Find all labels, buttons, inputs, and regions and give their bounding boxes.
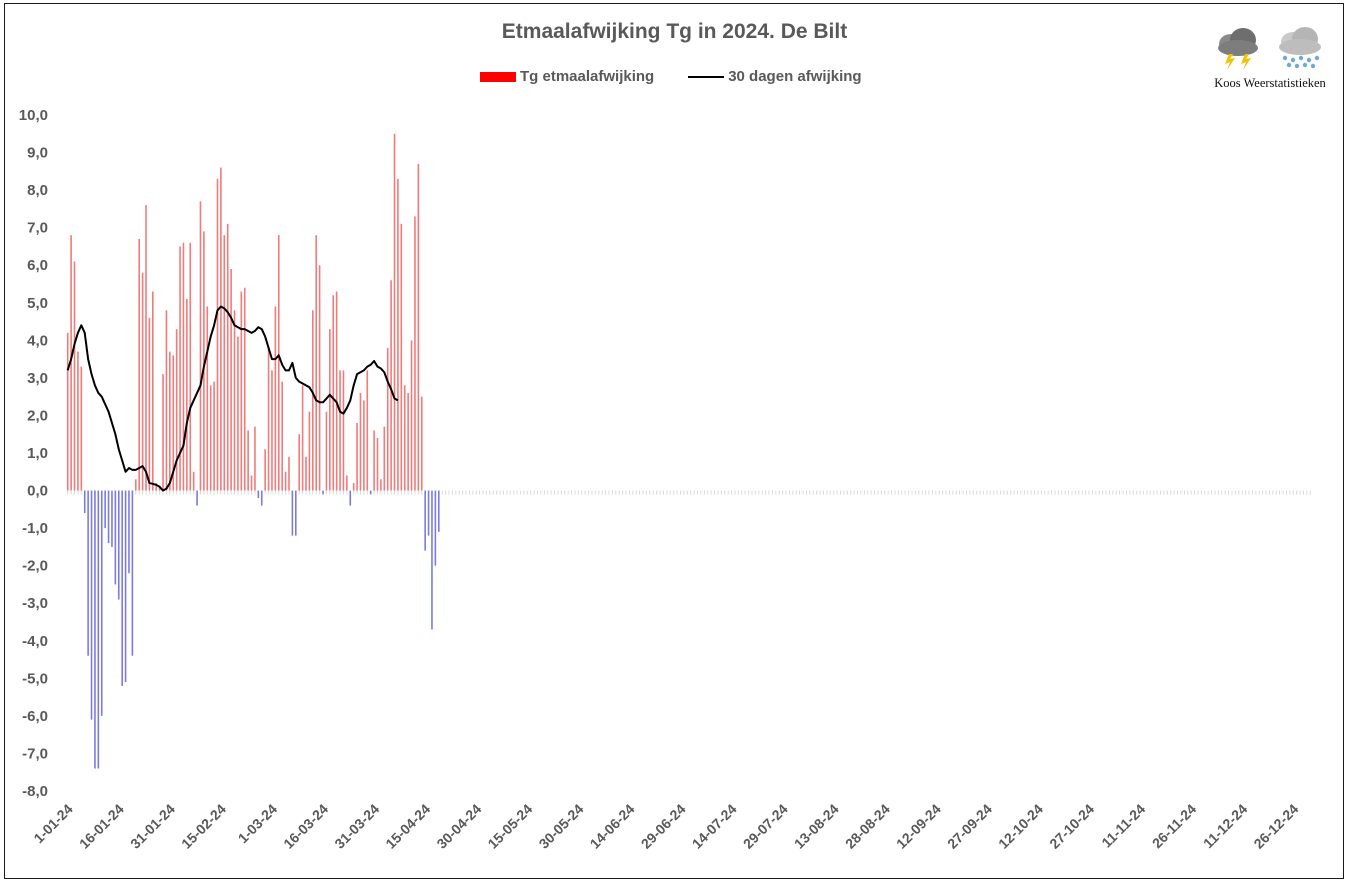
y-tick-label: -1,0 (22, 520, 48, 537)
line-30day-average (66, 305, 399, 492)
legend-label-30day: 30 dagen afwijking (728, 68, 862, 85)
y-tick-label: -2,0 (22, 558, 48, 575)
y-tick-label: 2,0 (27, 407, 48, 424)
x-tick-label: 1-03-24 (235, 801, 281, 847)
x-tick-label: 28-08-24 (842, 801, 893, 852)
x-tick-label: 29-07-24 (740, 801, 791, 852)
x-tick-label: 13-08-24 (791, 801, 842, 852)
legend-swatch-bar (480, 71, 516, 82)
x-tick-label: 30-05-24 (536, 801, 587, 852)
x-tick-label: 16-03-24 (280, 801, 331, 852)
x-tick-label: 15-04-24 (382, 801, 433, 852)
x-tick-label: 14-06-24 (587, 801, 638, 852)
x-tick-label: 30-04-24 (433, 801, 484, 852)
y-tick-label: 7,0 (27, 220, 48, 237)
legend-item-daily: Tg etmaalafwijking (480, 68, 654, 85)
x-tick-label: 11-12-24 (1200, 801, 1251, 852)
x-tick-label: 27-09-24 (944, 801, 995, 852)
x-tick-label: 27-10-24 (1046, 801, 1097, 852)
y-tick-label: 3,0 (27, 370, 48, 387)
y-tick-label: 9,0 (27, 145, 48, 162)
x-tick-label: 12-09-24 (893, 801, 944, 852)
y-tick-label: 8,0 (27, 182, 48, 199)
x-tick-label: 12-10-24 (995, 801, 1046, 852)
y-tick-label: -8,0 (22, 783, 48, 800)
legend-item-30day: 30 dagen afwijking (688, 68, 862, 85)
chart-title: Etmaalafwijking Tg in 2024. De Bilt (501, 20, 848, 43)
legend: Tg etmaalafwijking 30 dagen afwijking (480, 68, 896, 85)
x-tick-label: 26-12-24 (1250, 801, 1301, 852)
y-tick-label: -5,0 (22, 670, 48, 687)
x-tick-label: 15-02-24 (178, 801, 229, 852)
brand-logo: Koos Weerstatistieken (1200, 24, 1340, 91)
y-tick-label: 5,0 (27, 295, 48, 312)
y-tick-label: -7,0 (22, 745, 48, 762)
x-tick-label: 15-05-24 (484, 801, 535, 852)
y-tick-label: -6,0 (22, 708, 48, 725)
x-tick-label: 14-07-24 (689, 801, 740, 852)
y-tick-label: 1,0 (27, 445, 48, 462)
x-tick-label: 16-01-24 (76, 801, 127, 852)
thunderstorm-cloud-icon (1218, 28, 1258, 70)
y-tick-label: 6,0 (27, 257, 48, 274)
y-tick-label: -3,0 (22, 595, 48, 612)
x-tick-label: 29-06-24 (638, 801, 689, 852)
y-tick-label: 0,0 (27, 483, 48, 500)
x-tick-label: 26-11-24 (1149, 801, 1200, 852)
x-tick-label: 11-11-24 (1098, 801, 1148, 851)
x-tick-label: 31-01-24 (127, 801, 178, 852)
brand-label: Koos Weerstatistieken (1214, 76, 1326, 90)
y-tick-label: 4,0 (27, 332, 48, 349)
legend-label-daily: Tg etmaalafwijking (520, 68, 655, 85)
y-tick-label: -4,0 (22, 633, 48, 650)
x-tick-label: 1-01-24 (30, 801, 76, 847)
snow-cloud-icon (1279, 27, 1321, 69)
y-tick-label: 10,0 (19, 107, 48, 124)
x-tick-label: 31-03-24 (331, 801, 382, 852)
legend-swatch-line (688, 75, 725, 78)
